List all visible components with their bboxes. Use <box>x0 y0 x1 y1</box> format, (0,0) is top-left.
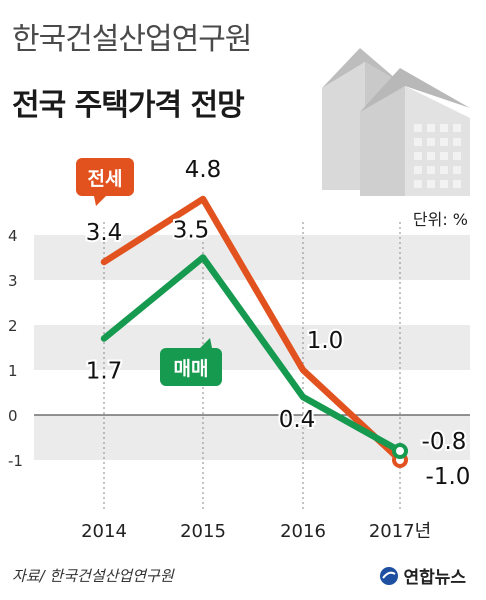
data-label: 1.0 <box>307 328 344 354</box>
series-badge-label: 매매 <box>174 358 209 380</box>
y-axis-ticks: -1 0 1 2 3 4 <box>8 227 23 470</box>
brand-globe-icon <box>380 566 399 585</box>
data-label: 3.5 <box>173 218 210 244</box>
brand-logo: 연합뉴스 <box>379 563 466 588</box>
x-tick-label: 2017년 <box>369 521 431 542</box>
data-label: 4.8 <box>185 157 222 183</box>
building-right <box>360 68 470 196</box>
y-tick-label: 2 <box>8 317 18 335</box>
data-label: 1.7 <box>86 359 123 385</box>
source-note: 자료/ 한국건설산업연구원 <box>12 567 174 585</box>
x-tick-label: 2014 <box>81 521 127 542</box>
x-axis-ticks: 2014 2015 2016 2017년 <box>81 521 431 542</box>
data-label: 3.4 <box>86 220 123 246</box>
x-tick-label: 2016 <box>280 521 326 542</box>
grid-bands <box>34 235 470 460</box>
series-line <box>100 195 404 464</box>
series-badge: 매매 <box>160 338 222 386</box>
chart-title: 전국 주택가격 전망 <box>12 88 245 123</box>
series-line <box>100 254 404 455</box>
data-label: 0.4 <box>279 407 316 433</box>
series-lines <box>100 195 408 468</box>
y-tick-label: 4 <box>8 227 18 245</box>
y-tick-label: -1 <box>8 452 23 470</box>
chart-subtitle: 한국건설산업연구원 <box>12 22 252 57</box>
end-point-marker <box>392 443 408 459</box>
brand-name: 연합뉴스 <box>403 568 466 588</box>
data-labels: 3.4 4.8 1.0 -1.0 1.7 3.5 0.4 -0.8 <box>84 155 473 492</box>
unit-label: 단위: % <box>412 210 468 229</box>
series-badge-label: 전세 <box>88 168 123 190</box>
y-tick-label: 3 <box>8 272 18 290</box>
y-tick-label: 0 <box>8 407 18 425</box>
data-label: -1.0 <box>426 464 471 490</box>
y-tick-label: 1 <box>8 362 18 380</box>
building-icon <box>322 48 470 196</box>
data-label: -0.8 <box>422 429 467 455</box>
series-badge: 전세 <box>76 158 134 206</box>
x-tick-label: 2015 <box>180 521 226 542</box>
